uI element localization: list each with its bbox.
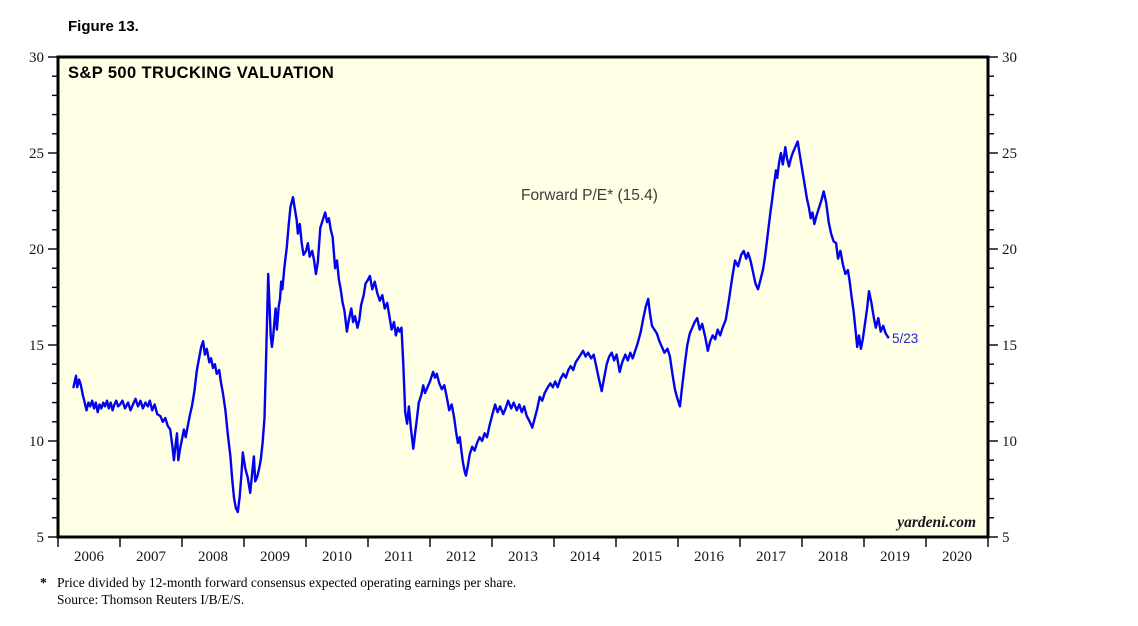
y-axis-label-right: 20: [1002, 242, 1017, 258]
series-annotation: Forward P/E* (15.4): [521, 187, 658, 204]
figure-label: Figure 13.: [68, 18, 139, 35]
y-axis-label-right: 15: [1002, 338, 1017, 354]
x-axis-year-label: 2016: [694, 549, 725, 565]
x-axis-year-label: 2007: [136, 549, 167, 565]
x-axis-year-label: 2015: [632, 549, 662, 565]
y-axis-label-left: 5: [37, 530, 45, 546]
x-axis-year-label: 2012: [446, 549, 476, 565]
y-axis-label-left: 30: [29, 50, 44, 66]
x-axis-year-label: 2020: [942, 549, 972, 565]
x-axis-year-label: 2006: [74, 549, 105, 565]
x-axis-year-label: 2011: [384, 549, 413, 565]
plot-frame: [56, 55, 990, 539]
chart-title: S&P 500 TRUCKING VALUATION: [68, 64, 334, 82]
x-axis-year-label: 2010: [322, 549, 352, 565]
x-axis-year-label: 2008: [198, 549, 228, 565]
y-axis-label-left: 20: [29, 242, 44, 258]
watermark: yardeni.com: [895, 514, 976, 531]
x-axis-year-label: 2009: [260, 549, 290, 565]
y-axis-label-right: 5: [1002, 530, 1010, 546]
y-axis-label-right: 30: [1002, 50, 1017, 66]
x-axis-year-label: 2014: [570, 549, 601, 565]
footnote-definition: Price divided by 12-month forward consen…: [57, 575, 517, 590]
x-axis-year-label: 2018: [818, 549, 848, 565]
y-axis-label-left: 25: [29, 146, 44, 162]
footnote-asterisk: *: [40, 575, 47, 590]
latest-date-label: 5/23: [892, 331, 918, 346]
footnote: * Price divided by 12-month forward cons…: [40, 574, 516, 608]
forward-pe-line: [72, 140, 890, 514]
plot-background-layer: [58, 57, 988, 537]
y-axis-label-left: 15: [29, 338, 44, 354]
x-axis-year-label: 2019: [880, 549, 910, 565]
y-axis-label-right: 10: [1002, 434, 1017, 450]
footnote-source: Source: Thomson Reuters I/B/E/S.: [57, 592, 245, 607]
plot-background: [58, 57, 988, 537]
y-axis-label-left: 10: [29, 434, 44, 450]
x-axis-year-label: 2017: [756, 549, 787, 565]
y-axis-label-right: 25: [1002, 146, 1017, 162]
series-layer: [72, 140, 890, 514]
x-axis-year-label: 2013: [508, 549, 538, 565]
